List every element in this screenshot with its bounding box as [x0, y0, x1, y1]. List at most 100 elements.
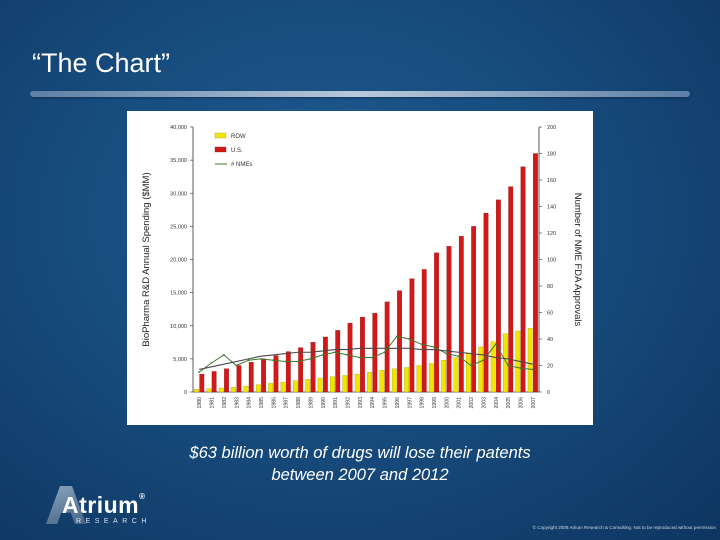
bar-us [495, 199, 501, 393]
bar-row [255, 384, 261, 393]
bar-us [285, 351, 291, 393]
nme-point [383, 351, 386, 354]
nme-point [198, 371, 201, 374]
x-tick-label: 1986 [271, 397, 277, 409]
title-underline [30, 91, 690, 97]
bar-row [478, 346, 484, 393]
bar-row [354, 373, 360, 393]
right-axis-title: Number of NME FDA Approvals [572, 193, 583, 327]
bar-row [206, 388, 212, 393]
bar-row [342, 375, 348, 393]
nme-point [420, 343, 423, 346]
bar-us [347, 322, 353, 393]
left-axis-title: BioPharma R&D Annual Spending ($MM) [141, 172, 152, 346]
bar-us [372, 313, 378, 393]
x-tick-label: 1988 [296, 397, 302, 409]
x-tick-label: 1997 [407, 397, 413, 409]
nme-point [519, 367, 522, 370]
nme-point [507, 364, 510, 367]
nme-point [235, 364, 238, 367]
nme-point [358, 356, 361, 359]
nme-line [198, 335, 533, 373]
nme-point [457, 355, 460, 358]
right-tick-label: 120 [547, 231, 556, 237]
nme-point [470, 364, 472, 367]
bar-us [335, 330, 341, 393]
nme-point [309, 357, 312, 360]
nme-point [260, 357, 262, 360]
x-tick-label: 1993 [358, 397, 364, 409]
bar-row [453, 357, 459, 393]
nme-point [272, 359, 275, 362]
x-tick-label: 1990 [321, 397, 327, 409]
bar-row [194, 389, 199, 393]
rd-spending-chart: 0 5,000 10,000 15,000 20,000 25,000 30,000 35,0… [141, 125, 583, 409]
x-tick-label: 2005 [506, 397, 512, 409]
x-tick-label: 1985 [259, 397, 265, 409]
bar-row [527, 328, 533, 393]
right-tick-label: 160 [547, 178, 556, 184]
caption-line-2: between 2007 and 2012 [271, 466, 449, 484]
bar-us [397, 290, 402, 393]
bar-us [211, 371, 217, 393]
bar-us [236, 365, 242, 393]
bar-us [409, 278, 415, 393]
bar-us [458, 236, 464, 393]
nme-point [482, 359, 485, 362]
x-tick-label: 2007 [531, 397, 537, 409]
bar-row [367, 371, 372, 393]
nme-point [284, 360, 287, 363]
bar-row [404, 367, 409, 393]
right-tick-label: 140 [547, 205, 556, 211]
bar-row [330, 376, 335, 393]
right-tick-label: 60 [547, 311, 553, 317]
bar-us [483, 212, 489, 393]
nme-point [433, 346, 435, 348]
bar-row [317, 377, 323, 393]
bar-row [391, 368, 397, 393]
x-tick-label: 1984 [247, 397, 253, 409]
x-tick-label: 1995 [383, 397, 389, 409]
x-tick-label: 1989 [308, 397, 314, 409]
bar-row [379, 369, 385, 393]
bar-row [218, 387, 224, 393]
nme-point [371, 356, 374, 359]
nme-point [334, 351, 337, 354]
right-tick-label: 20 [547, 364, 553, 370]
bar-us [520, 166, 526, 393]
left-tick-label: 30,000 [170, 191, 187, 197]
x-tick-label: 2000 [444, 397, 450, 409]
x-tick-label: 1991 [333, 397, 339, 409]
bar-row [293, 380, 298, 393]
legend-label-nme: # NMEs [231, 162, 252, 168]
bar-row [466, 353, 471, 393]
bar-us [384, 301, 390, 393]
bar-us [224, 368, 229, 393]
bar-us [261, 358, 266, 393]
nme-point [297, 360, 299, 363]
caption: $63 billion worth of drugs will lose the… [130, 442, 590, 486]
bar-row [268, 383, 274, 393]
nme-trendline [199, 347, 533, 371]
right-tick-label: 180 [547, 152, 556, 158]
logo-wordmark: Atrium® [62, 492, 146, 519]
bar-us [298, 347, 304, 393]
bar-us [446, 246, 452, 393]
bar-us [421, 269, 427, 393]
nme-point [321, 354, 324, 356]
logo-subtitle: RESEARCH [76, 518, 151, 525]
nme-point [445, 352, 448, 355]
bar-row [231, 387, 236, 393]
nme-point [210, 361, 213, 364]
x-tick-label: 1992 [345, 397, 351, 409]
bar-us [508, 186, 514, 393]
left-tick-label: 40,000 [170, 125, 187, 131]
bar-us [273, 355, 279, 393]
bar-us [360, 316, 365, 393]
bar-row [416, 365, 422, 393]
right-tick-label: 80 [547, 284, 553, 290]
x-tick-label: 1999 [432, 397, 438, 409]
right-tick-label: 0 [547, 390, 550, 396]
bar-row [490, 341, 496, 393]
bar-us [434, 252, 439, 393]
